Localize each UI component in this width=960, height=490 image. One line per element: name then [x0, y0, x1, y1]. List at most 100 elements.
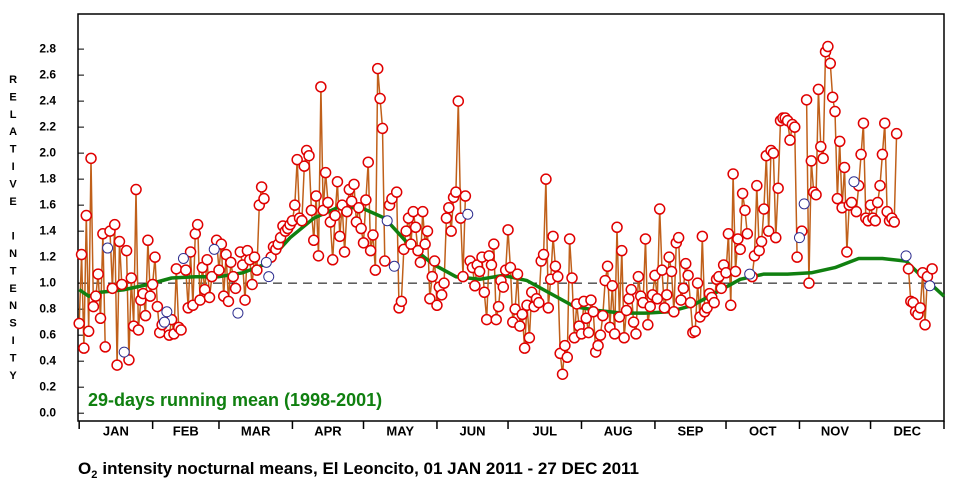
data-point	[653, 203, 666, 215]
data-point	[587, 306, 600, 318]
data-point	[597, 309, 609, 322]
data-point	[459, 190, 472, 202]
data-point	[120, 244, 133, 257]
data-point	[113, 235, 126, 248]
data-point	[428, 255, 441, 267]
data-point	[566, 272, 578, 284]
x-tick-label: DEC	[894, 423, 922, 438]
data-point	[758, 203, 770, 215]
data-point	[374, 92, 386, 105]
data-point	[480, 313, 493, 326]
data-point	[902, 263, 915, 275]
data-point	[658, 302, 671, 314]
data-point	[312, 250, 325, 262]
data-point	[246, 278, 258, 291]
data-point	[371, 62, 384, 75]
x-tick-label: JUL	[532, 423, 557, 438]
interpolated-point	[462, 208, 474, 220]
data-point	[677, 282, 690, 295]
interpolated-point	[798, 198, 810, 210]
data-point	[409, 221, 422, 234]
data-point	[132, 324, 145, 336]
data-point	[767, 147, 780, 159]
data-point	[144, 290, 157, 302]
y-axis-label: RELATIVE INTENSITY	[7, 74, 19, 387]
data-point	[547, 230, 559, 243]
data-point	[592, 339, 604, 352]
data-point	[355, 222, 367, 235]
data-point	[438, 277, 450, 289]
data-point	[679, 257, 692, 270]
data-point	[561, 351, 574, 364]
data-point	[803, 277, 815, 289]
data-point	[876, 148, 889, 161]
data-point	[450, 186, 462, 198]
data-point	[725, 299, 737, 312]
data-point	[497, 281, 510, 293]
data-point	[845, 196, 858, 209]
data-point	[194, 294, 206, 306]
data-point	[651, 293, 664, 305]
y-tick-label: 1.4	[39, 223, 56, 237]
data-point	[663, 251, 675, 263]
data-point	[888, 216, 900, 228]
y-tick-label: 0.4	[39, 353, 56, 367]
interpolated-point	[161, 306, 173, 318]
data-point	[369, 264, 382, 276]
interpolated-point	[744, 268, 756, 280]
y-tick-label: 1.0	[39, 275, 56, 289]
data-point	[691, 277, 704, 289]
data-point	[142, 234, 154, 247]
data-point	[618, 332, 630, 344]
data-point	[206, 270, 218, 283]
data-point	[585, 294, 597, 306]
data-point	[305, 204, 318, 217]
data-point	[720, 267, 732, 279]
title-part: intensity nocturnal means, El Leoncito, …	[102, 459, 639, 478]
y-tick-label: 0.2	[39, 379, 56, 393]
data-point	[871, 196, 884, 209]
data-point	[395, 295, 408, 308]
data-point	[353, 201, 365, 214]
data-point	[175, 324, 187, 336]
interpolated-point	[102, 242, 114, 254]
data-point	[457, 270, 469, 283]
x-tick-label: FEB	[173, 423, 199, 438]
interpolated-point	[158, 316, 170, 328]
data-point	[412, 244, 424, 257]
data-point	[504, 261, 517, 274]
y-tick-label: 1.2	[39, 249, 56, 263]
y-tick-label: 0.0	[39, 405, 56, 419]
data-point	[390, 186, 403, 198]
data-point	[613, 311, 626, 323]
data-point	[345, 195, 358, 207]
y-tick-label: 1.6	[39, 197, 56, 211]
data-point	[334, 230, 346, 243]
y-tick-label: 0.8	[39, 301, 56, 315]
data-point	[90, 290, 102, 302]
data-point	[362, 156, 374, 168]
data-point	[914, 302, 927, 314]
data-point	[469, 280, 481, 292]
data-point	[111, 359, 123, 371]
data-point	[348, 178, 360, 191]
data-point	[367, 229, 379, 241]
data-point	[248, 251, 261, 263]
data-point	[405, 238, 417, 250]
data-point	[322, 196, 334, 209]
data-point	[784, 134, 796, 146]
data-point	[445, 225, 457, 237]
data-point	[616, 244, 628, 257]
data-point	[833, 135, 846, 148]
data-point	[492, 300, 505, 313]
data-point	[255, 181, 268, 193]
data-point	[630, 328, 642, 340]
x-tick-label: MAY	[386, 423, 414, 438]
annotation: 29-days running mean (1998-2001)	[88, 390, 382, 410]
data-point	[151, 300, 164, 313]
data-point	[146, 278, 159, 291]
interpolated-point	[263, 271, 275, 283]
data-point	[715, 282, 728, 295]
data-point	[580, 312, 592, 325]
data-point	[708, 296, 720, 309]
